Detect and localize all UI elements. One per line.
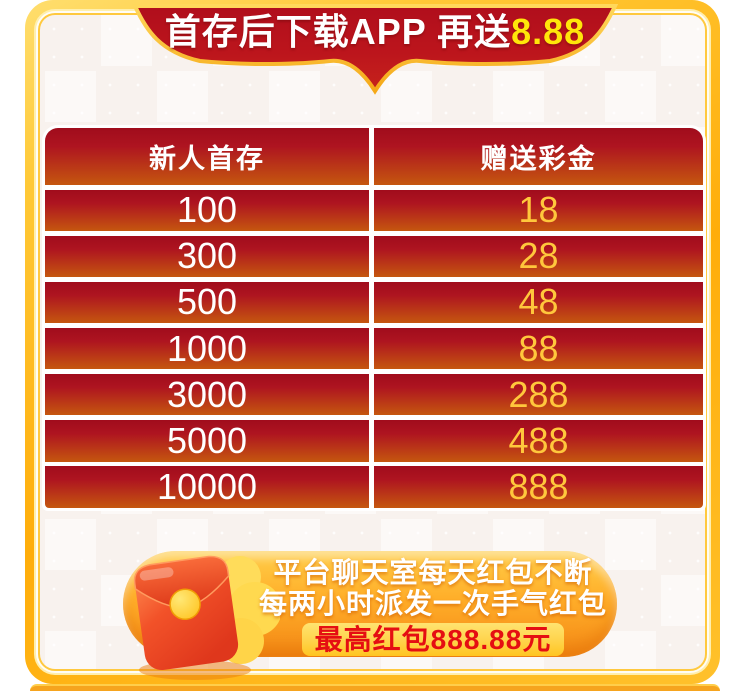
bonus-cell: 288 bbox=[374, 374, 703, 416]
promo-text-block: 平台聊天室每天红包不断 每两小时派发一次手气红包 最高红包888.88元 bbox=[250, 557, 616, 656]
max-redpacket-badge: 最高红包888.88元 bbox=[301, 623, 565, 656]
banner-title[interactable]: 首存后下载APP 再送8.88 bbox=[0, 10, 750, 54]
bonus-cell: 888 bbox=[374, 466, 703, 508]
table-row: 100 18 bbox=[45, 189, 703, 232]
red-envelope-icon bbox=[133, 555, 280, 680]
deposit-cell: 500 bbox=[45, 281, 369, 324]
ribbon-banner-shape bbox=[131, 4, 619, 95]
deposit-cell: 100 bbox=[45, 189, 369, 232]
deposit-bonus-table: 新人首存 赠送彩金 100 18 300 28 500 48 1000 88 3… bbox=[42, 125, 706, 511]
bonus-cell: 18 bbox=[374, 189, 703, 232]
table-header-row: 新人首存 赠送彩金 bbox=[45, 128, 703, 185]
banner-title-highlight: 8.88 bbox=[511, 11, 586, 52]
table-row: 5000 488 bbox=[45, 420, 703, 462]
deposit-cell: 3000 bbox=[45, 374, 369, 416]
table-row: 10000 888 bbox=[45, 466, 703, 508]
deposit-column-header: 新人首存 bbox=[45, 128, 369, 185]
promo-line-2: 每两小时派发一次手气红包 bbox=[258, 588, 607, 619]
banner-title-main: 首存后下载APP 再送 bbox=[164, 11, 512, 52]
bonus-cell: 488 bbox=[374, 420, 703, 462]
deposit-cell: 300 bbox=[45, 235, 369, 278]
bonus-cell: 28 bbox=[374, 235, 703, 278]
table-row: 3000 288 bbox=[45, 374, 703, 416]
deposit-cell: 1000 bbox=[45, 328, 369, 370]
deposit-cell: 5000 bbox=[45, 420, 369, 462]
deposit-cell: 10000 bbox=[45, 466, 369, 508]
bonus-cell: 48 bbox=[374, 281, 703, 324]
promo-line-1: 平台聊天室每天红包不断 bbox=[273, 557, 593, 588]
bonus-cell: 88 bbox=[374, 328, 703, 370]
bonus-column-header: 赠送彩金 bbox=[374, 128, 703, 185]
next-section-edge bbox=[30, 684, 720, 691]
table-row: 1000 88 bbox=[45, 328, 703, 370]
table-row: 500 48 bbox=[45, 281, 703, 324]
table-row: 300 28 bbox=[45, 235, 703, 278]
